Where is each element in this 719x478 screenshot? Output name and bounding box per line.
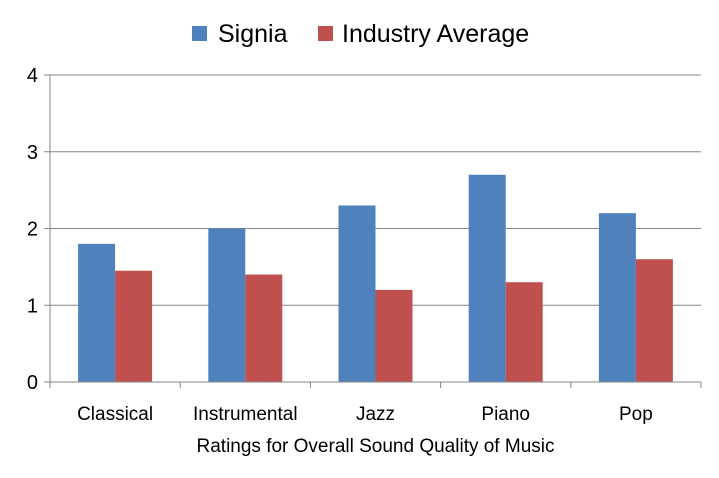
legend-swatch-signia bbox=[192, 26, 207, 41]
x-category-label: Pop bbox=[619, 404, 653, 425]
legend: Signia Industry Average bbox=[192, 20, 529, 48]
x-category-label: Classical bbox=[77, 404, 153, 425]
bar-industry-average-instrumental bbox=[245, 274, 283, 382]
y-tick-label: 1 bbox=[27, 295, 38, 317]
bar-signia-jazz bbox=[338, 205, 376, 382]
y-tick-label: 0 bbox=[27, 372, 38, 394]
x-category-label: Piano bbox=[481, 404, 530, 425]
x-category-labels: Classical Instrumental Jazz Piano Pop bbox=[77, 404, 653, 425]
bar-industry-average-pop bbox=[635, 259, 673, 382]
x-category-label: Jazz bbox=[356, 404, 395, 425]
bar-signia-instrumental bbox=[208, 228, 246, 382]
y-tick-label: 4 bbox=[27, 65, 38, 87]
x-axis-title: Ratings for Overall Sound Quality of Mus… bbox=[197, 436, 555, 457]
bar-signia-pop bbox=[598, 213, 636, 382]
x-category-label: Instrumental bbox=[193, 404, 298, 425]
legend-swatch-industry-average bbox=[318, 26, 333, 41]
bar-signia-classical bbox=[78, 243, 116, 382]
bar-industry-average-piano bbox=[505, 282, 543, 382]
bar-industry-average-jazz bbox=[375, 289, 413, 382]
bar-industry-average-classical bbox=[115, 270, 153, 382]
bars bbox=[78, 174, 673, 382]
legend-label: Industry Average bbox=[342, 20, 529, 48]
y-tick-labels: 0 1 2 3 4 bbox=[27, 65, 38, 394]
y-tick-label: 2 bbox=[27, 219, 38, 241]
bar-signia-piano bbox=[468, 174, 506, 382]
axes bbox=[49, 75, 702, 388]
y-tick-label: 3 bbox=[27, 142, 38, 164]
legend-label: Signia bbox=[218, 20, 288, 48]
